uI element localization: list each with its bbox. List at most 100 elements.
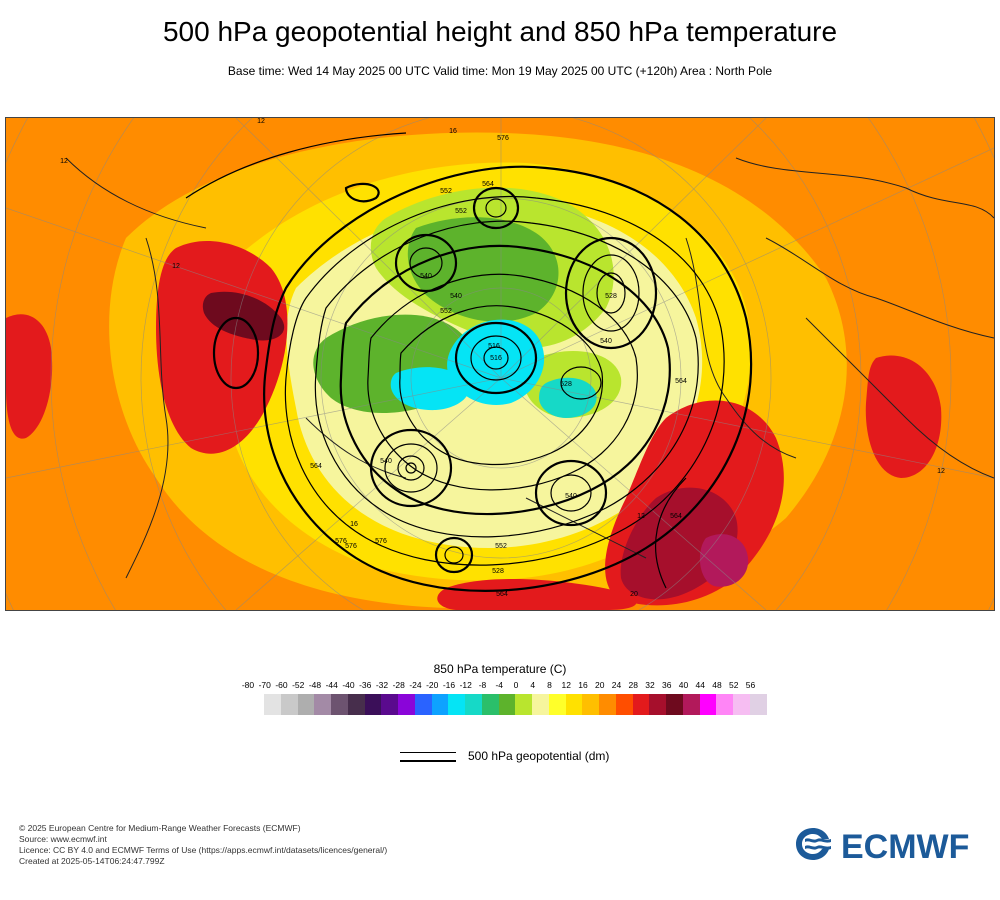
legend-level-label: 32: [645, 680, 655, 690]
contour-label: 16: [350, 521, 358, 528]
contour-label: 564: [670, 513, 682, 520]
legend-bin: [716, 694, 733, 715]
legend-level-label: 20: [595, 680, 605, 690]
contour-label: 528: [560, 381, 572, 388]
temp-zone-32-east: [699, 534, 749, 587]
legend-labels: -80 -70 -60 -52 -48 -44 -40 -36 -32 -28 -24 -20 -16-…: [0, 680, 1000, 692]
legend-bin: [381, 694, 398, 715]
legend-level-label: 8: [547, 680, 552, 690]
contour-label: 564: [482, 181, 494, 188]
contour-label: 576: [335, 538, 347, 545]
contour-label: 540: [380, 458, 392, 465]
legend-level-label: 48: [712, 680, 722, 690]
contour-label: 564: [496, 591, 508, 598]
legend-level-label: -16: [442, 680, 456, 690]
legend-level-label: 44: [695, 680, 705, 690]
ecmwf-logo: ECMWF: [796, 828, 969, 862]
contour-label: 552: [440, 308, 452, 315]
temp-zone-24-south: [437, 578, 637, 610]
legend-bin: [448, 694, 465, 715]
legend-level-label: 0: [513, 680, 519, 690]
legend-bin: [498, 694, 516, 715]
legend-level-label: -20: [426, 680, 439, 690]
coastlines: [65, 157, 994, 579]
contour-label: 12: [172, 263, 180, 270]
footer-copyright: © 2025 European Centre for Medium-Range …: [19, 823, 301, 833]
contour-label: 528: [492, 568, 504, 575]
legend-level-label: -4: [495, 680, 504, 690]
temp-zone-24-far-east: [865, 355, 942, 478]
legend-level-label: -24: [409, 680, 422, 690]
footer-created: Created at 2025-05-14T06:24:47.799Z: [19, 856, 165, 866]
contour-label: 540: [600, 338, 612, 345]
contour-label: 12: [257, 118, 265, 125]
legend-bin: [565, 694, 583, 715]
legend-bin: [632, 694, 650, 715]
contour-labels: 576 564 552 540 528 516 552 540 528 540 564 576 564 5…: [60, 118, 945, 598]
polar-map: 576 564 552 540 528 516 552 540 528 540 564 576 564 5…: [6, 118, 994, 610]
legend-bin: [548, 694, 566, 715]
legend-bin: [666, 694, 683, 715]
legend-bin: [364, 694, 382, 715]
legend-bin: [398, 694, 415, 715]
ecmwf-logo-text: ECMWF: [841, 828, 969, 862]
chart-subtitle: Base time: Wed 14 May 2025 00 UTC Valid …: [227, 64, 773, 78]
contour-label: 12: [937, 468, 945, 475]
contour-label: 16: [449, 128, 457, 135]
legend-level-label: 40: [678, 680, 689, 690]
footer-source: Source: www.ecmwf.int: [19, 834, 107, 844]
contour-label: 12: [60, 158, 68, 165]
legend-bin: [699, 694, 717, 715]
legend-bin: [515, 694, 532, 715]
legend-bin: [615, 694, 633, 715]
legend-bin: [297, 694, 315, 715]
contour-label: 564: [310, 463, 322, 470]
legend-level-label: -32: [375, 680, 389, 690]
contour-label: 540: [565, 493, 577, 500]
contour-label: 540: [450, 293, 462, 300]
legend-level-label: -70: [258, 680, 271, 690]
legend-level-label: 4: [530, 680, 536, 690]
footer: © 2025 European Centre for Medium-Range …: [19, 823, 387, 867]
temp-zone-minus12: [539, 377, 597, 418]
legend-level-label: -48: [308, 680, 322, 690]
legend-bin: [599, 694, 616, 715]
legend-title: 850 hPa temperature (C): [433, 662, 567, 676]
contour-label: 516: [490, 355, 502, 362]
legend-level-label: -28: [392, 680, 405, 690]
geopotential-contours: [185, 132, 753, 592]
temp-zone-minus16-b: [390, 367, 470, 411]
contour-label: 12: [637, 513, 645, 520]
footer-licence: Licence: CC BY 4.0 and ECMWF Terms of Us…: [19, 845, 388, 855]
temp-zone-24-west: [156, 240, 288, 454]
legend-level-label: 36: [662, 680, 672, 690]
legend-level-label: -52: [292, 680, 305, 690]
legend-level-label: -60: [275, 680, 288, 690]
contour-label: 540: [420, 273, 432, 280]
legend-bin: [532, 694, 549, 715]
legend-bin: [347, 694, 365, 715]
legend-bin: [431, 694, 449, 715]
legend-level-label: 24: [611, 680, 622, 690]
contour-label: 516: [488, 343, 500, 350]
contour-label: 20: [630, 591, 638, 598]
legend-level-label: 28: [628, 680, 638, 690]
legend-bin: [414, 694, 432, 715]
legend-bin: [314, 694, 331, 715]
chart-title: 500 hPa geopotential height and 850 hPa …: [162, 16, 838, 47]
legend-bin: [649, 694, 666, 715]
contour-label: 576: [497, 135, 509, 142]
contour-label: 564: [675, 378, 687, 385]
legend-bin: [682, 694, 700, 715]
contour-legend-line: [400, 752, 456, 762]
legend-bin: [465, 694, 482, 715]
legend-level-label: -36: [359, 680, 372, 690]
legend-bin: [331, 694, 348, 715]
contour-label: 528: [605, 293, 617, 300]
contour-legend-label: 500 hPa geopotential (dm): [468, 749, 610, 763]
contour-label: 552: [455, 208, 467, 215]
legend-level-label: 52: [729, 680, 739, 690]
legend-level-label: -12: [459, 680, 472, 690]
legend-level-label: -40: [342, 680, 355, 690]
legend-bin: [582, 694, 599, 715]
